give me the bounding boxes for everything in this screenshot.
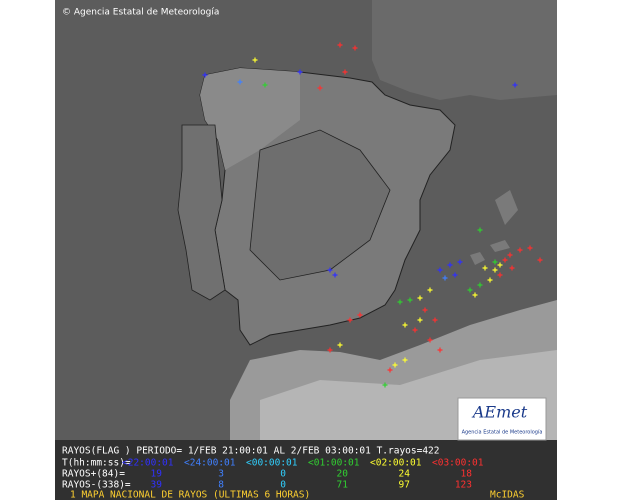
- strike: [417, 295, 423, 301]
- footer-title: 1 MAPA NACIONAL DE RAYOS (ULTIMAS 6 HORA…: [70, 490, 310, 500]
- negative-value: 0: [280, 480, 286, 491]
- strike: [337, 42, 343, 48]
- strike: [402, 322, 408, 328]
- strike: [337, 342, 343, 348]
- lightning-strikes: [202, 42, 543, 388]
- strike: [492, 267, 498, 273]
- strike: [327, 347, 333, 353]
- strike: [517, 247, 523, 253]
- strike: [472, 292, 478, 298]
- strike: [509, 265, 515, 271]
- copyright: © Agencia Estatal de Meteorología: [62, 8, 219, 18]
- logo-subtitle: Agencia Estatal de Meteorología: [462, 429, 543, 436]
- time-value: <01:00:01: [308, 458, 360, 469]
- strike: [487, 277, 493, 283]
- strike: [482, 265, 488, 271]
- strike: [402, 357, 408, 363]
- land-relief: [200, 68, 300, 170]
- strike: [417, 317, 423, 323]
- logo-name: AEmet: [471, 403, 528, 422]
- strike: [332, 272, 338, 278]
- strike: [457, 259, 463, 265]
- strike: [452, 272, 458, 278]
- strike: [447, 262, 453, 268]
- strike: [507, 252, 513, 258]
- strike: [512, 82, 518, 88]
- footer-source: McIDAS: [490, 490, 525, 500]
- positive-value: 0: [280, 469, 286, 480]
- strike: [442, 275, 448, 281]
- strike: [352, 45, 358, 51]
- strike: [252, 57, 258, 63]
- strike: [357, 312, 363, 318]
- strike: [527, 245, 533, 251]
- strike: [382, 382, 388, 388]
- strike: [492, 259, 498, 265]
- legend-background: [55, 440, 557, 500]
- land-france: [372, 0, 557, 100]
- strike: [237, 79, 243, 85]
- time-value: <03:00:01: [432, 458, 484, 469]
- positive-value: 24: [399, 469, 411, 480]
- strike: [422, 307, 428, 313]
- strike: [427, 337, 433, 343]
- land-balearics: [470, 240, 510, 265]
- land-portugal: [177, 124, 226, 301]
- time-value: <24:00:01: [184, 458, 236, 469]
- strike: [202, 72, 208, 78]
- strike: [437, 347, 443, 353]
- positive-value: 3: [218, 469, 224, 480]
- strike: [412, 327, 418, 333]
- land-meseta: [249, 129, 391, 281]
- negative-value: 123: [455, 480, 472, 491]
- negative-label: RAYOS-(338)=: [62, 480, 131, 491]
- negative-value: 97: [399, 480, 410, 491]
- strike: [432, 317, 438, 323]
- strike: [342, 69, 348, 75]
- strike: [437, 267, 443, 273]
- strike: [477, 282, 483, 288]
- strike: [387, 367, 393, 373]
- strike: [347, 317, 353, 323]
- strike: [317, 85, 323, 91]
- time-value: <22:00:01: [122, 458, 174, 469]
- strike: [497, 262, 503, 268]
- strike: [467, 287, 473, 293]
- strike: [537, 257, 543, 263]
- land-islands: [495, 190, 518, 225]
- legend-header: RAYOS(FLAG ) PERIODO= 1/FEB 21:00:01 AL …: [62, 446, 440, 457]
- negative-value: 8: [218, 480, 224, 491]
- negative-value: 71: [337, 480, 349, 491]
- strike: [262, 82, 268, 88]
- strike: [392, 362, 398, 368]
- negative-value: 39: [151, 480, 163, 491]
- strike: [477, 227, 483, 233]
- strike: [407, 297, 413, 303]
- positive-label: RAYOS+(84)=: [62, 469, 125, 480]
- positive-value: 20: [337, 469, 349, 480]
- strike: [497, 272, 503, 278]
- time-label: T(hh:mm:ss)=: [62, 458, 131, 469]
- strike: [427, 287, 433, 293]
- logo-box: [457, 397, 547, 441]
- strike: [502, 257, 508, 263]
- positive-value: 18: [461, 469, 473, 480]
- time-value: <02:00:01: [370, 458, 422, 469]
- strike: [327, 267, 333, 273]
- strike: [397, 299, 403, 305]
- time-value: <00:00:01: [246, 458, 298, 469]
- strike: [297, 69, 303, 75]
- positive-value: 19: [151, 469, 163, 480]
